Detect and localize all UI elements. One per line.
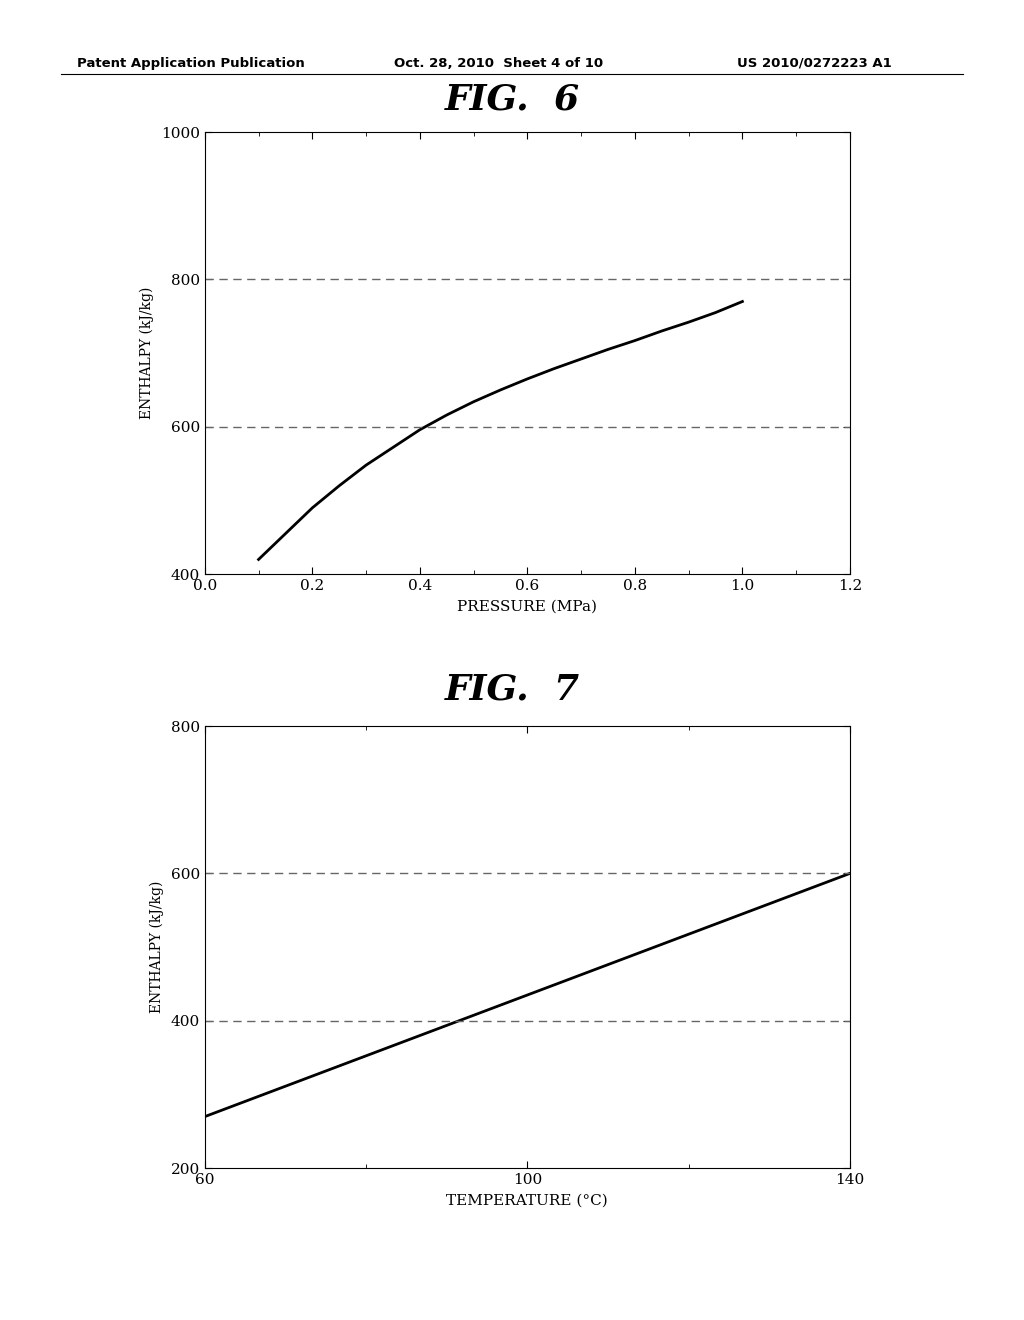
Text: US 2010/0272223 A1: US 2010/0272223 A1 — [737, 57, 892, 70]
X-axis label: PRESSURE (MPa): PRESSURE (MPa) — [458, 601, 597, 614]
Y-axis label: ENTHALPY (kJ/kg): ENTHALPY (kJ/kg) — [150, 880, 164, 1014]
Text: Patent Application Publication: Patent Application Publication — [77, 57, 304, 70]
Y-axis label: ENTHALPY (kJ/kg): ENTHALPY (kJ/kg) — [139, 286, 154, 420]
Text: Oct. 28, 2010  Sheet 4 of 10: Oct. 28, 2010 Sheet 4 of 10 — [394, 57, 603, 70]
Text: FIG.  6: FIG. 6 — [444, 82, 580, 116]
X-axis label: TEMPERATURE (°C): TEMPERATURE (°C) — [446, 1195, 608, 1208]
Text: FIG.  7: FIG. 7 — [444, 672, 580, 706]
